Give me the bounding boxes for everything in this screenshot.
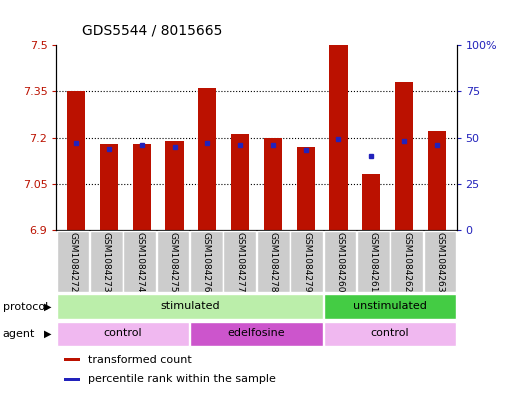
Bar — [65, 358, 81, 361]
Bar — [67, 92, 85, 230]
Bar — [324, 231, 356, 292]
Text: ▶: ▶ — [44, 329, 51, 339]
Text: unstimulated: unstimulated — [353, 301, 427, 311]
Bar — [264, 138, 282, 230]
Bar — [329, 45, 347, 230]
Text: GDS5544 / 8015665: GDS5544 / 8015665 — [82, 23, 223, 37]
Text: GSM1084279: GSM1084279 — [302, 232, 311, 292]
Text: transformed count: transformed count — [88, 354, 192, 365]
Bar — [297, 147, 314, 230]
Bar — [157, 231, 189, 292]
Bar — [57, 231, 89, 292]
Bar — [124, 231, 156, 292]
Text: GSM1084274: GSM1084274 — [135, 232, 144, 292]
Text: GSM1084262: GSM1084262 — [402, 232, 411, 292]
Text: ▶: ▶ — [44, 301, 51, 312]
Bar — [199, 88, 216, 230]
Text: GSM1084275: GSM1084275 — [169, 232, 177, 292]
Text: GSM1084273: GSM1084273 — [102, 232, 111, 292]
Bar — [324, 321, 456, 347]
Bar — [290, 231, 323, 292]
Bar — [57, 294, 323, 319]
Text: agent: agent — [3, 329, 35, 339]
Text: GSM1084263: GSM1084263 — [436, 232, 444, 292]
Text: GSM1084278: GSM1084278 — [269, 232, 278, 292]
Text: control: control — [104, 329, 143, 338]
Bar — [190, 321, 323, 347]
Text: GSM1084272: GSM1084272 — [69, 232, 77, 292]
Bar — [231, 134, 249, 230]
Bar — [362, 174, 380, 230]
Bar — [166, 141, 184, 230]
Text: control: control — [370, 329, 409, 338]
Bar — [57, 321, 189, 347]
Text: GSM1084276: GSM1084276 — [202, 232, 211, 292]
Text: percentile rank within the sample: percentile rank within the sample — [88, 374, 277, 384]
Bar — [133, 144, 151, 230]
Text: GSM1084277: GSM1084277 — [235, 232, 244, 292]
Text: protocol: protocol — [3, 301, 48, 312]
Text: GSM1084261: GSM1084261 — [369, 232, 378, 292]
Bar — [257, 231, 289, 292]
Bar — [428, 131, 446, 230]
Bar — [357, 231, 389, 292]
Bar — [324, 294, 456, 319]
Bar — [100, 144, 118, 230]
Bar — [424, 231, 456, 292]
Text: stimulated: stimulated — [160, 301, 220, 311]
Bar — [90, 231, 123, 292]
Bar — [65, 378, 81, 381]
Bar — [395, 82, 413, 230]
Bar — [390, 231, 423, 292]
Text: edelfosine: edelfosine — [228, 329, 285, 338]
Bar — [224, 231, 256, 292]
Bar — [190, 231, 223, 292]
Text: GSM1084260: GSM1084260 — [336, 232, 344, 292]
